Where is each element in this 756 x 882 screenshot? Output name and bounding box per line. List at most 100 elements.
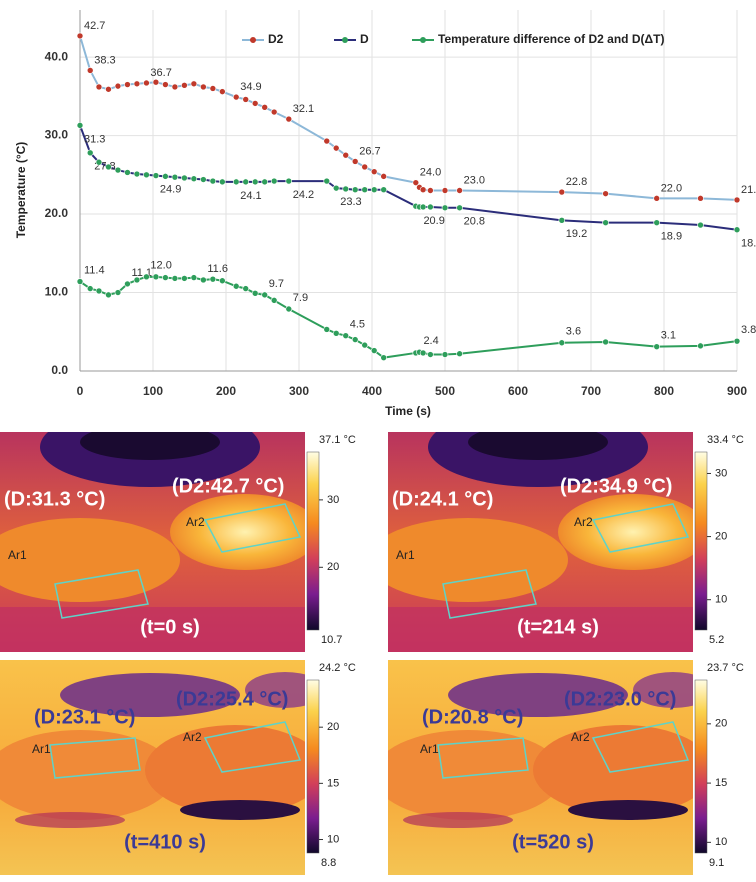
data-label: 21.8 [741, 184, 756, 196]
roi-label: Ar1 [8, 548, 27, 562]
legend-label: D2 [268, 32, 284, 46]
marker [271, 109, 277, 115]
marker [153, 274, 159, 280]
marker [243, 96, 249, 102]
data-label: 24.1 [240, 190, 261, 202]
marker [457, 205, 463, 211]
marker [105, 292, 111, 298]
dark-blob [80, 424, 220, 460]
colorbar-min: 5.2 [709, 634, 724, 646]
colorbar-tick-label: 30 [715, 467, 727, 479]
roi-label: Ar2 [574, 515, 593, 529]
marker [262, 292, 268, 298]
figure: Temperature (°C) Time (s) 0.010.020.030.… [0, 0, 756, 877]
data-label: 26.7 [359, 145, 380, 157]
marker [734, 338, 740, 344]
data-label: 24.0 [420, 167, 441, 179]
roi-label: Ar1 [32, 742, 51, 756]
data-label: 12.0 [150, 260, 171, 272]
marker [191, 81, 197, 87]
colorbar-min: 9.1 [709, 857, 724, 869]
marker [134, 81, 140, 87]
marker [243, 179, 249, 185]
roi-label: Ar1 [420, 742, 439, 756]
marker [219, 89, 225, 95]
x-axis-title: Time (s) [385, 404, 431, 418]
dark-blob [468, 424, 608, 460]
marker [286, 178, 292, 184]
marker [271, 178, 277, 184]
marker [286, 116, 292, 122]
marker [333, 185, 339, 191]
marker [172, 275, 178, 281]
marker [219, 179, 225, 185]
x-tick-label: 900 [727, 384, 747, 398]
marker [77, 279, 83, 285]
marker [143, 80, 149, 86]
time-label: (t=520 s) [512, 831, 594, 853]
marker [143, 172, 149, 178]
marker [181, 275, 187, 281]
series-line [80, 36, 737, 200]
d2-label: (D2:23.0 °C) [564, 688, 676, 710]
marker [698, 195, 704, 201]
marker [442, 352, 448, 358]
colorbar-tick-label: 30 [327, 494, 339, 506]
marker [96, 288, 102, 294]
marker [324, 326, 330, 332]
time-label: (t=214 s) [517, 616, 599, 638]
marker [381, 355, 387, 361]
colorbar-tick-label: 15 [327, 777, 339, 789]
data-label: 32.1 [293, 103, 314, 115]
marker [286, 306, 292, 312]
marker [262, 104, 268, 110]
data-label: 11.6 [207, 263, 228, 275]
marker [559, 340, 565, 346]
data-label: 34.9 [240, 81, 261, 93]
marker [134, 277, 140, 283]
d-label: (D:24.1 °C) [392, 488, 493, 510]
marker [191, 275, 197, 281]
marker [333, 330, 339, 336]
colorbar-max: 23.7 °C [707, 662, 744, 674]
legend-marker [420, 37, 426, 43]
marker [362, 342, 368, 348]
data-label: 22.8 [566, 176, 587, 188]
marker [442, 205, 448, 211]
legend-label: Temperature difference of D2 and D(ΔT) [438, 32, 664, 46]
time-label: (t=410 s) [124, 831, 206, 853]
marker [271, 297, 277, 303]
colorbar [695, 680, 707, 853]
marker [362, 164, 368, 170]
marker [87, 150, 93, 156]
colorbar-max: 33.4 °C [707, 434, 744, 446]
marker [262, 179, 268, 185]
marker [343, 186, 349, 192]
y-tick-label: 20.0 [45, 206, 69, 220]
marker [143, 274, 149, 280]
marker [96, 159, 102, 165]
marker [181, 175, 187, 181]
data-label: 2.4 [423, 335, 438, 347]
time-label: (t=0 s) [140, 616, 199, 638]
marker [420, 350, 426, 356]
data-label: 3.1 [661, 330, 676, 342]
marker [115, 167, 121, 173]
marker [427, 352, 433, 358]
marker [252, 179, 258, 185]
marker [153, 173, 159, 179]
d-label: (D:20.8 °C) [422, 706, 523, 728]
thermal-image: (D:24.1 °C)(D2:34.9 °C)(t=214 s)Ar1Ar2 [368, 407, 708, 652]
marker [233, 283, 239, 289]
colorbar-tick-label: 15 [715, 777, 727, 789]
data-label: 42.7 [84, 20, 105, 32]
marker [172, 174, 178, 180]
marker [654, 220, 660, 226]
y-tick-label: 10.0 [45, 285, 69, 299]
marker [654, 195, 660, 201]
d2-label: (D2:34.9 °C) [560, 475, 672, 497]
data-label: 31.3 [84, 133, 105, 145]
shadow [180, 800, 300, 820]
data-label: 24.9 [160, 183, 181, 195]
colorbar [695, 452, 707, 630]
